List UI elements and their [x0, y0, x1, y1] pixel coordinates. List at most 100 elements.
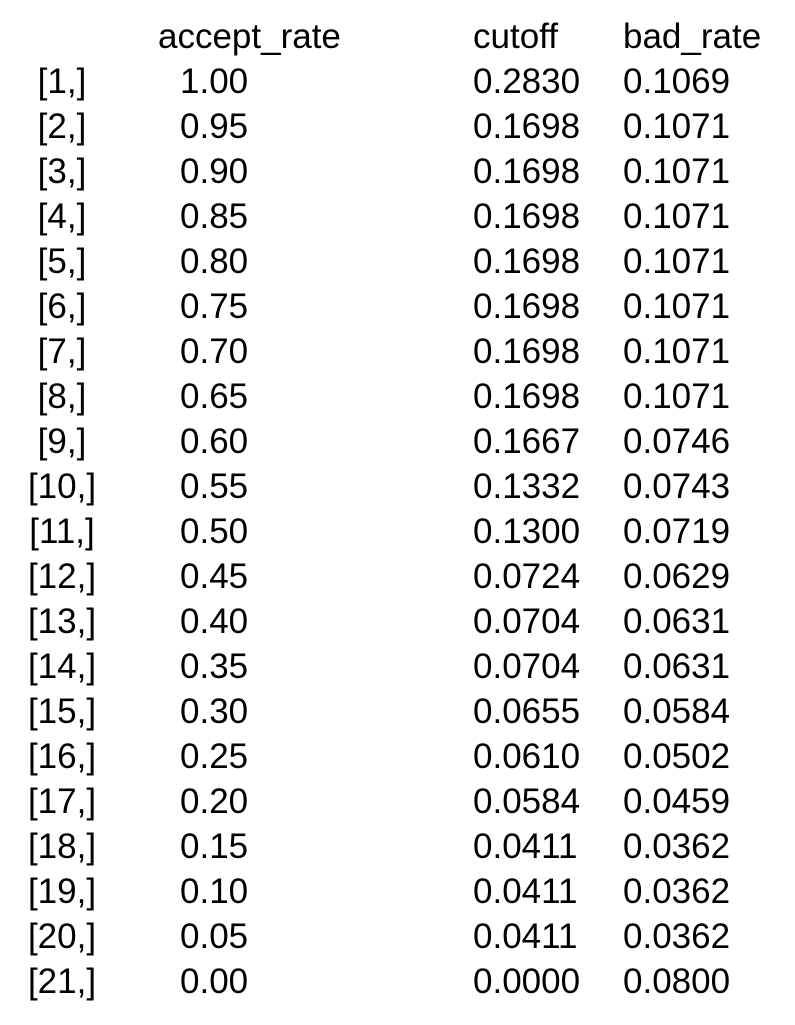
cutoff-cell: 0.0704	[473, 602, 581, 641]
bad-rate-cell: 0.0743	[623, 467, 731, 506]
bad-rate-cell: 0.0631	[623, 602, 731, 641]
bad-rate-cell: 0.0746	[623, 422, 731, 461]
row-index-label: [17,]	[27, 782, 97, 821]
cutoff-cell: 0.0610	[473, 737, 581, 776]
table-row: [2,] 0.95 0.1698 0.1071	[0, 104, 795, 149]
cutoff-cell: 0.1332	[473, 467, 581, 506]
row-index-label: [18,]	[27, 827, 97, 866]
cutoff-cell: 0.0411	[473, 872, 578, 911]
accept-rate-cell: 0.65	[180, 377, 249, 416]
bad-rate-cell: 0.1071	[623, 107, 731, 146]
cutoff-cell: 0.1698	[473, 152, 581, 191]
table-row: [10,] 0.55 0.1332 0.0743	[0, 464, 795, 509]
row-index-label: [20,]	[27, 917, 97, 956]
bad-rate-cell: 0.1071	[623, 152, 731, 191]
cutoff-cell: 0.1667	[473, 422, 581, 461]
bad-rate-cell: 0.1071	[623, 197, 731, 236]
accept-rate-cell: 0.55	[180, 467, 249, 506]
table-row: [6,] 0.75 0.1698 0.1071	[0, 284, 795, 329]
cutoff-cell: 0.0411	[473, 917, 578, 956]
accept-rate-cell: 0.05	[180, 917, 249, 956]
table-row: [4,] 0.85 0.1698 0.1071	[0, 194, 795, 239]
row-index-label: [2,]	[37, 107, 87, 146]
table-row: [5,] 0.80 0.1698 0.1071	[0, 239, 795, 284]
row-index-label: [19,]	[27, 872, 97, 911]
cutoff-cell: 0.1300	[473, 512, 581, 551]
accept-rate-cell: 0.10	[180, 872, 249, 911]
bad-rate-cell: 0.1071	[623, 332, 731, 371]
accept-rate-cell: 0.70	[180, 332, 249, 371]
accept-rate-cell: 0.15	[180, 827, 249, 866]
accept-rate-cell: 0.50	[180, 512, 249, 551]
table-row: [18,] 0.15 0.0411 0.0362	[0, 824, 795, 869]
bad-rate-cell: 0.1071	[623, 377, 731, 416]
row-index-label: [11,]	[29, 512, 95, 551]
bad-rate-cell: 0.1071	[623, 287, 731, 326]
bad-rate-cell: 0.0459	[623, 782, 731, 821]
row-index-label: [9,]	[37, 422, 87, 461]
cutoff-cell: 0.0704	[473, 647, 581, 686]
bad-rate-cell: 0.0631	[623, 647, 731, 686]
row-index-label: [5,]	[37, 242, 87, 281]
accept-rate-cell: 1.00	[180, 62, 249, 101]
cutoff-cell: 0.0655	[473, 692, 581, 731]
table-row: [13,] 0.40 0.0704 0.0631	[0, 599, 795, 644]
row-index-label: [7,]	[37, 332, 87, 371]
bad-rate-cell: 0.1069	[623, 62, 731, 101]
accept-rate-cell: 0.75	[180, 287, 249, 326]
table-row: [9,] 0.60 0.1667 0.0746	[0, 419, 795, 464]
accept-rate-cell: 0.90	[180, 152, 249, 191]
bad-rate-cell: 0.0362	[623, 872, 731, 911]
table-row: [8,] 0.65 0.1698 0.1071	[0, 374, 795, 419]
row-index-label: [16,]	[27, 737, 97, 776]
table-row: [15,] 0.30 0.0655 0.0584	[0, 689, 795, 734]
column-header-bad-rate: bad_rate	[623, 17, 762, 56]
bad-rate-cell: 0.0362	[623, 827, 731, 866]
accept-rate-cell: 0.20	[180, 782, 249, 821]
cutoff-cell: 0.0411	[473, 827, 578, 866]
table-row: [16,] 0.25 0.0610 0.0502	[0, 734, 795, 779]
bad-rate-cell: 0.0362	[623, 917, 731, 956]
cutoff-cell: 0.1698	[473, 107, 581, 146]
table-row: [1,] 1.00 0.2830 0.1069	[0, 59, 795, 104]
row-index-label: [14,]	[27, 647, 97, 686]
table-row: [14,] 0.35 0.0704 0.0631	[0, 644, 795, 689]
row-index-label: [6,]	[37, 287, 87, 326]
accept-rate-cell: 0.00	[180, 962, 249, 1001]
table-row: [11,] 0.50 0.1300 0.0719	[0, 509, 795, 554]
row-index-label: [4,]	[37, 197, 87, 236]
accept-rate-cell: 0.25	[180, 737, 249, 776]
bad-rate-cell: 0.1071	[623, 242, 731, 281]
accept-rate-cell: 0.60	[180, 422, 249, 461]
cutoff-cell: 0.0584	[473, 782, 581, 821]
accept-rate-cell: 0.95	[180, 107, 249, 146]
accept-rate-cell: 0.45	[180, 557, 249, 596]
accept-rate-cell: 0.85	[180, 197, 249, 236]
table-row: [7,] 0.70 0.1698 0.1071	[0, 329, 795, 374]
column-header-accept-rate: accept_rate	[158, 17, 341, 56]
bad-rate-cell: 0.0629	[623, 557, 731, 596]
cutoff-cell: 0.1698	[473, 287, 581, 326]
table-row: [20,] 0.05 0.0411 0.0362	[0, 914, 795, 959]
row-index-label: [15,]	[27, 692, 97, 731]
cutoff-cell: 0.1698	[473, 242, 581, 281]
row-index-label: [3,]	[37, 152, 87, 191]
cutoff-cell: 0.1698	[473, 197, 581, 236]
row-index-label: [12,]	[27, 557, 97, 596]
cutoff-cell: 0.2830	[473, 62, 581, 101]
table-row: [12,] 0.45 0.0724 0.0629	[0, 554, 795, 599]
row-index-label: [21,]	[27, 962, 97, 1001]
bad-rate-cell: 0.0719	[623, 512, 731, 551]
table-row: [17,] 0.20 0.0584 0.0459	[0, 779, 795, 824]
accept-rate-cell: 0.30	[180, 692, 249, 731]
cutoff-cell: 0.1698	[473, 377, 581, 416]
column-header-cutoff: cutoff	[473, 17, 558, 56]
table-row: [19,] 0.10 0.0411 0.0362	[0, 869, 795, 914]
row-index-label: [13,]	[27, 602, 97, 641]
table-row: [21,] 0.00 0.0000 0.0800	[0, 959, 795, 1004]
bad-rate-cell: 0.0502	[623, 737, 731, 776]
cutoff-cell: 0.1698	[473, 332, 581, 371]
cutoff-cell: 0.0724	[473, 557, 581, 596]
row-index-label: [1,]	[37, 62, 87, 101]
